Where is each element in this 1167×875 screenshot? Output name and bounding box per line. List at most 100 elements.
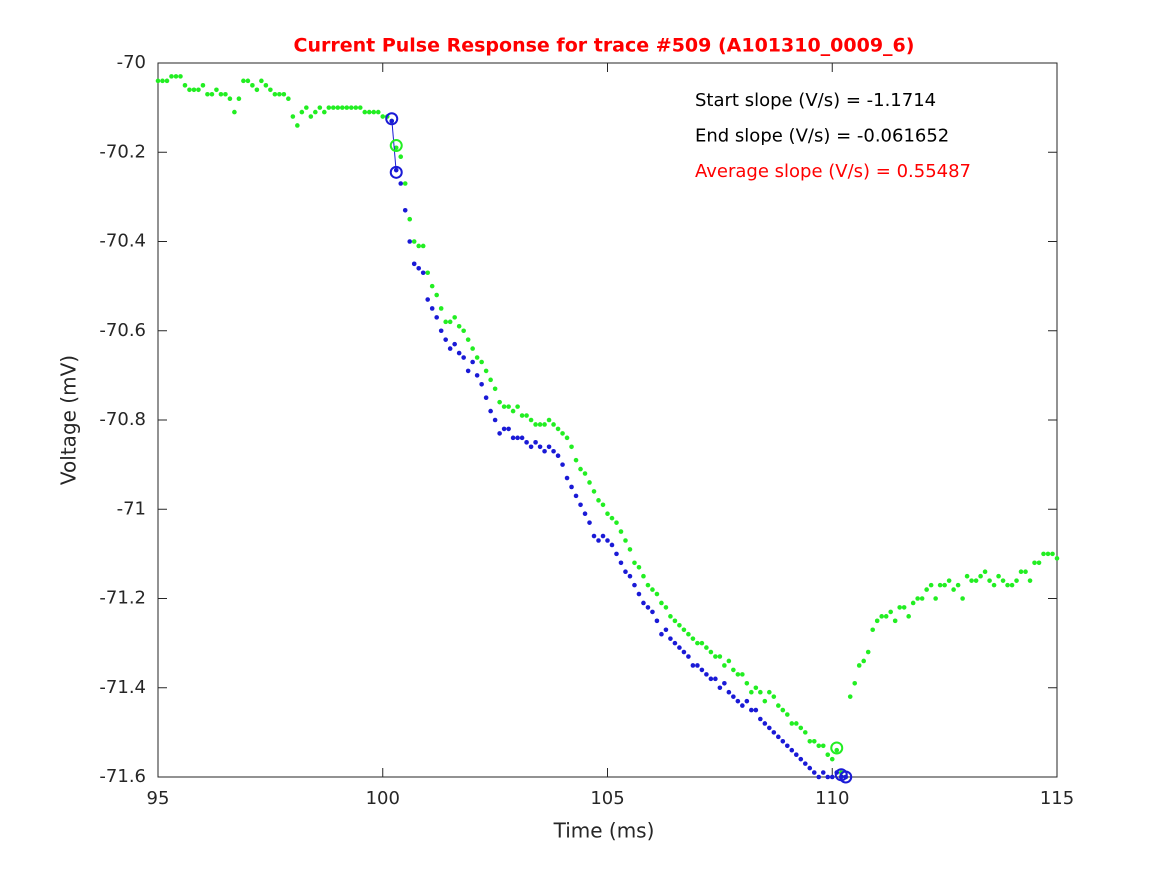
data-point: [295, 123, 300, 128]
highlight-marker: [385, 112, 399, 126]
data-point: [578, 502, 583, 508]
data-point: [560, 462, 565, 467]
data-point: [650, 609, 655, 615]
data-point: [537, 444, 543, 450]
data-point: [160, 78, 165, 84]
data-point: [542, 448, 547, 454]
data-point: [573, 493, 579, 499]
data-point: [879, 614, 884, 619]
data-point: [416, 265, 422, 271]
data-point: [510, 408, 516, 414]
data-point: [726, 658, 732, 664]
data-point: [740, 672, 745, 677]
data-point: [232, 109, 237, 115]
data-point: [825, 752, 831, 757]
data-point: [331, 105, 336, 110]
data-point: [250, 83, 255, 88]
data-point: [906, 614, 911, 619]
data-point: [429, 283, 435, 289]
data-point: [569, 444, 574, 450]
data-point: [447, 346, 453, 351]
data-point: [178, 74, 183, 79]
data-point: [677, 622, 682, 628]
data-point: [456, 323, 462, 329]
data-point: [722, 663, 727, 668]
data-point: [497, 431, 502, 436]
data-point: [380, 114, 386, 119]
data-point: [272, 91, 278, 97]
data-point: [874, 618, 880, 624]
data-point: [551, 422, 556, 427]
data-point: [587, 520, 592, 525]
data-point: [1041, 551, 1046, 557]
data-point: [546, 417, 552, 423]
data-point: [587, 480, 592, 485]
y-tick-label: -70.4: [99, 231, 146, 252]
data-point: [825, 774, 831, 780]
data-point: [402, 181, 408, 186]
data-point: [627, 547, 633, 552]
data-point: [425, 297, 431, 302]
data-point: [645, 582, 651, 588]
data-point: [758, 716, 763, 722]
data-point: [582, 471, 588, 476]
data-point: [268, 87, 273, 93]
data-point: [483, 368, 489, 374]
data-point: [753, 707, 759, 713]
data-point: [465, 368, 471, 374]
data-point: [528, 444, 534, 450]
data-point: [304, 105, 309, 110]
highlight-marker: [839, 770, 853, 784]
data-point: [708, 649, 714, 655]
data-point: [560, 431, 565, 436]
data-point: [1045, 551, 1051, 557]
data-point: [605, 538, 610, 543]
data-point: [816, 743, 822, 749]
data-point: [636, 564, 642, 570]
data-point: [807, 765, 813, 771]
data-point: [461, 328, 466, 334]
data-point: [807, 739, 813, 744]
data-point: [510, 435, 516, 441]
data-point: [259, 78, 264, 84]
data-point: [955, 582, 961, 588]
data-point: [506, 426, 511, 432]
data-point: [191, 87, 197, 93]
data-point: [425, 270, 431, 276]
data-point: [811, 770, 817, 775]
data-point: [578, 466, 583, 472]
data-point: [245, 78, 251, 84]
data-point: [488, 408, 493, 414]
data-point: [942, 582, 947, 588]
x-tick-label: 110: [815, 788, 849, 809]
data-point: [1009, 582, 1015, 588]
data-point: [632, 582, 637, 588]
data-point: [308, 114, 314, 119]
data-point: [668, 636, 673, 641]
data-point: [254, 87, 260, 93]
annotation: Average slope (V/s) = 0.55487: [695, 161, 971, 182]
data-point: [313, 109, 318, 115]
x-tick-label: 100: [366, 788, 400, 809]
y-tick-label: -70.2: [99, 141, 146, 162]
data-point: [564, 435, 570, 441]
data-point: [731, 667, 736, 673]
x-tick-label: 105: [590, 788, 624, 809]
data-point: [407, 239, 413, 244]
data-point: [591, 533, 597, 539]
data-point: [915, 596, 920, 601]
data-point: [726, 689, 732, 695]
data-point: [654, 591, 660, 597]
data-point: [200, 83, 206, 88]
data-point: [753, 685, 759, 691]
data-point: [834, 747, 840, 753]
data-point: [704, 645, 709, 650]
data-point: [1050, 551, 1055, 557]
data-point: [663, 605, 669, 610]
data-point: [744, 698, 750, 704]
data-point: [650, 587, 655, 592]
data-point: [686, 654, 691, 659]
data-point: [537, 422, 543, 427]
data-point: [749, 689, 754, 695]
